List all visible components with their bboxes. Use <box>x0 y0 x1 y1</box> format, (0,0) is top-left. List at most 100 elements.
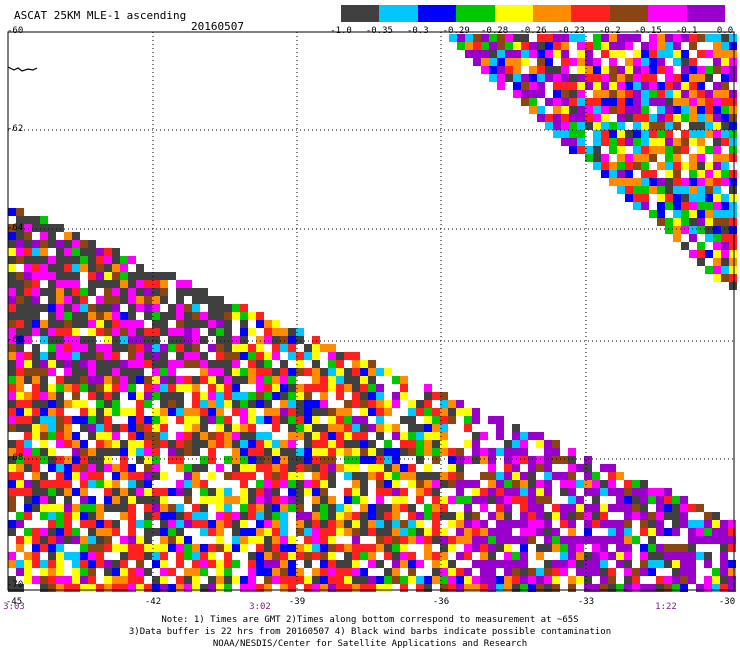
data-cell <box>24 568 32 576</box>
data-cell <box>368 472 376 480</box>
data-cell <box>392 400 400 408</box>
data-cell <box>264 408 272 416</box>
data-cell <box>464 584 472 592</box>
data-cell <box>160 392 168 400</box>
data-cell <box>576 552 584 560</box>
data-cell <box>625 98 633 106</box>
data-cell <box>713 74 721 82</box>
data-cell <box>601 122 609 130</box>
data-cell <box>40 400 48 408</box>
data-cell <box>136 336 144 344</box>
data-cell <box>504 440 512 448</box>
data-cell <box>497 50 505 58</box>
data-cell <box>705 138 713 146</box>
data-cell <box>280 352 288 360</box>
data-cell <box>184 568 192 576</box>
data-cell <box>560 472 568 480</box>
data-cell <box>544 504 552 512</box>
data-cell <box>352 384 360 392</box>
data-cell <box>104 248 112 256</box>
data-cell <box>200 456 208 464</box>
data-cell <box>40 536 48 544</box>
data-cell <box>216 336 224 344</box>
data-cell <box>160 320 168 328</box>
data-cell <box>224 424 232 432</box>
data-cell <box>368 392 376 400</box>
data-cell <box>721 50 729 58</box>
data-cell <box>272 576 280 584</box>
data-cell <box>296 376 304 384</box>
data-cell <box>585 66 593 74</box>
data-cell <box>168 576 176 584</box>
data-cell <box>553 90 561 98</box>
data-cell <box>208 296 216 304</box>
data-cell <box>112 560 120 568</box>
data-cell <box>416 520 424 528</box>
data-cell <box>112 256 120 264</box>
data-cell <box>561 106 569 114</box>
data-cell <box>176 520 184 528</box>
data-cell <box>272 456 280 464</box>
data-cell <box>720 512 728 520</box>
data-cell <box>112 312 120 320</box>
data-cell <box>48 336 56 344</box>
data-cell <box>673 130 681 138</box>
data-cell <box>505 66 513 74</box>
data-cell <box>336 504 344 512</box>
data-cell <box>632 544 640 552</box>
data-cell <box>400 416 408 424</box>
data-cell <box>104 400 112 408</box>
data-cell <box>56 448 64 456</box>
data-cell <box>424 408 432 416</box>
data-cell <box>448 528 456 536</box>
data-cell <box>184 456 192 464</box>
data-cell <box>200 520 208 528</box>
data-cell <box>472 496 480 504</box>
data-cell <box>713 178 721 186</box>
data-cell <box>625 34 633 42</box>
data-cell <box>689 178 697 186</box>
data-cell <box>544 496 552 504</box>
data-cell <box>216 320 224 328</box>
data-cell <box>136 408 144 416</box>
data-cell <box>224 312 232 320</box>
data-cell <box>312 352 320 360</box>
data-cell <box>608 528 616 536</box>
data-cell <box>697 210 705 218</box>
data-cell <box>272 408 280 416</box>
data-cell <box>240 424 248 432</box>
data-cell <box>40 464 48 472</box>
data-cell <box>400 552 408 560</box>
data-cell <box>128 568 136 576</box>
data-cell <box>352 544 360 552</box>
data-cell <box>616 512 624 520</box>
data-cell <box>344 472 352 480</box>
data-cell <box>608 464 616 472</box>
data-cell <box>256 472 264 480</box>
data-cell <box>336 360 344 368</box>
data-cell <box>553 106 561 114</box>
data-cell <box>561 58 569 66</box>
legend-label: -0.1 <box>675 26 698 36</box>
data-cell <box>176 456 184 464</box>
data-cell <box>576 584 584 592</box>
data-cell <box>272 440 280 448</box>
data-cell <box>649 90 657 98</box>
data-cell <box>24 336 32 344</box>
data-cell <box>633 42 641 50</box>
data-cell <box>488 552 496 560</box>
data-cell <box>424 504 432 512</box>
data-cell <box>184 576 192 584</box>
data-cell <box>120 552 128 560</box>
data-cell <box>336 512 344 520</box>
data-cell <box>656 520 664 528</box>
footer-line-2: 3)Data buffer is 22 hrs from 20160507 4)… <box>128 627 612 637</box>
data-cell <box>80 424 88 432</box>
data-cell <box>537 34 545 42</box>
data-cell <box>368 568 376 576</box>
data-cell <box>584 504 592 512</box>
data-cell <box>521 66 529 74</box>
data-cell <box>216 480 224 488</box>
data-cell <box>392 560 400 568</box>
data-cell <box>592 464 600 472</box>
